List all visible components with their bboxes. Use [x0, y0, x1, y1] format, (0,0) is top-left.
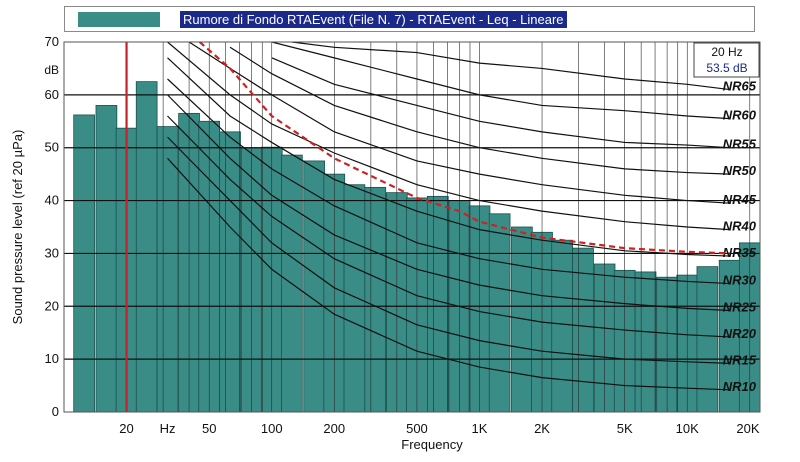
y-tick-label: 40	[45, 193, 59, 208]
bar-63hz	[219, 131, 241, 413]
curve-label-nr25: NR25	[723, 300, 757, 315]
x-tick-label: 200	[323, 421, 345, 436]
x-tick-label: 10K	[676, 421, 699, 436]
y-tick-label: 50	[45, 140, 59, 155]
y-tick-label: 70	[45, 34, 59, 49]
readout-level: 53.5 dB	[706, 61, 747, 75]
legend-box: Rumore di Fondo RTAEvent (File N. 7) - R…	[64, 6, 755, 32]
readout-rect	[693, 42, 760, 78]
plot-frame	[63, 41, 761, 413]
curve-label-nr50: NR50	[723, 163, 757, 178]
curve-label-nr10: NR10	[723, 379, 757, 394]
x-tick-label: 20	[119, 421, 133, 436]
y-tick-label: 20	[45, 298, 59, 313]
curve-nr65	[291, 42, 730, 91]
x-tick-label: Hz	[160, 421, 176, 436]
curve-nr45	[188, 42, 730, 204]
curve-label-nr65: NR65	[723, 79, 757, 94]
x-tick-label: 5K	[617, 421, 633, 436]
bar-16hz	[95, 105, 118, 413]
cursor-readout-box: 20 Hz 53.5 dB	[693, 42, 760, 78]
grid-layer	[64, 42, 760, 412]
overlay-layer	[125, 42, 730, 412]
bar-12500hz	[696, 266, 719, 413]
curve-label-nr15: NR15	[723, 352, 757, 367]
bar-12.5hz	[73, 114, 95, 413]
x-tick-label: 20K	[736, 421, 759, 436]
curve-nr35	[167, 57, 730, 257]
curve-label-nr60: NR60	[723, 108, 757, 123]
curve-label-nr30: NR30	[723, 273, 757, 288]
x-tick-label: 1K	[472, 421, 488, 436]
y-tick-labels: 0 10 20 30 40 50 60 70	[45, 34, 59, 419]
curve-label-nr35: NR35	[723, 245, 757, 260]
bar-6300hz	[634, 271, 657, 413]
bar-25hz	[135, 81, 158, 413]
y-tick-label: 10	[45, 351, 59, 366]
curve-nr10	[167, 157, 730, 391]
x-axis-label: Frequency	[401, 437, 463, 452]
y-axis-label: Sound pressure level (ref 20 µPa)	[10, 130, 25, 325]
y-tick-label: 30	[45, 245, 59, 260]
x-tick-label: 500	[406, 421, 428, 436]
curve-nr15	[167, 136, 730, 364]
curve-nr40	[167, 42, 730, 231]
curve-label-nr45: NR45	[723, 192, 757, 207]
curve-nr60	[271, 42, 730, 120]
curve-label-nr40: NR40	[723, 219, 757, 234]
bar-630hz	[426, 195, 449, 413]
curve-nr30	[167, 78, 730, 285]
curve-nr20	[167, 115, 730, 338]
bar-31.5hz	[156, 126, 179, 413]
y-tick-label: 0	[52, 404, 59, 419]
reference-dashed-curve	[198, 42, 730, 255]
readout-frequency: 20 Hz	[711, 45, 742, 59]
bar-2500hz	[551, 239, 573, 413]
curve-nr50	[229, 46, 730, 175]
x-tick-label: 2K	[534, 421, 550, 436]
bar-1250hz	[488, 213, 511, 413]
legend-series-title: Rumore di Fondo RTAEvent (File N. 7) - R…	[180, 11, 567, 28]
curve-nr55	[271, 57, 730, 149]
curve-label-nr55: NR55	[723, 137, 757, 152]
x-tick-label: 100	[261, 421, 283, 436]
x-tick-label: 50	[202, 421, 216, 436]
legend-swatch	[78, 12, 160, 27]
curve-label-nr20: NR20	[723, 326, 757, 341]
x-tick-labels: 20 Hz 50 100 200 500 1K 2K 5K 10K 20K	[119, 421, 760, 436]
bar-250hz	[343, 184, 366, 413]
y-tick-label: 60	[45, 87, 59, 102]
y-unit-label: dB	[44, 63, 59, 77]
curve-nr25	[167, 94, 730, 312]
nr-curves-layer: NR65 NR60 NR55 NR50 NR45 NR40 NR35 NR30 NR25 NR20…	[167, 42, 757, 394]
